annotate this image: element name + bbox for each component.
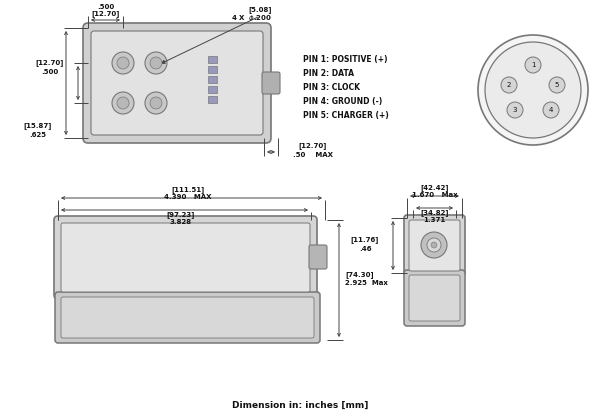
Text: 4: 4 — [549, 107, 553, 113]
FancyBboxPatch shape — [404, 215, 465, 276]
Circle shape — [150, 57, 162, 69]
Text: [42.42]: [42.42] — [420, 185, 449, 191]
FancyBboxPatch shape — [61, 223, 310, 292]
Circle shape — [549, 77, 565, 93]
FancyBboxPatch shape — [409, 275, 460, 321]
Bar — [208, 66, 217, 73]
Text: [34.82]: [34.82] — [420, 209, 449, 216]
Circle shape — [507, 102, 523, 118]
Bar — [208, 76, 217, 83]
Text: Dimension in: inches [mm]: Dimension in: inches [mm] — [232, 400, 368, 409]
FancyBboxPatch shape — [54, 216, 317, 299]
Circle shape — [525, 57, 541, 73]
Circle shape — [117, 97, 129, 109]
Circle shape — [543, 102, 559, 118]
Circle shape — [112, 92, 134, 114]
Text: .500: .500 — [41, 69, 59, 75]
Text: PIN 4: GROUND (-): PIN 4: GROUND (-) — [303, 97, 382, 106]
FancyBboxPatch shape — [404, 270, 465, 326]
Text: .46: .46 — [359, 246, 371, 252]
Text: PIN 2: DATA: PIN 2: DATA — [303, 69, 354, 78]
Text: .625: .625 — [29, 132, 47, 138]
FancyBboxPatch shape — [262, 72, 280, 94]
Text: [5.08]: [5.08] — [248, 7, 272, 13]
Text: [15.87]: [15.87] — [24, 123, 52, 129]
Text: [11.76]: [11.76] — [351, 236, 379, 244]
Text: PIN 5: CHARGER (+): PIN 5: CHARGER (+) — [303, 111, 389, 120]
Circle shape — [145, 92, 167, 114]
Text: PIN 3: CLOCK: PIN 3: CLOCK — [303, 83, 360, 92]
Circle shape — [431, 242, 437, 248]
Text: [12.70]: [12.70] — [36, 60, 64, 66]
Bar — [208, 56, 217, 63]
Text: 3.828: 3.828 — [169, 219, 191, 225]
FancyBboxPatch shape — [55, 292, 320, 343]
Circle shape — [150, 97, 162, 109]
Text: 5: 5 — [555, 82, 559, 88]
Circle shape — [485, 42, 581, 138]
Text: [12.70]: [12.70] — [91, 10, 119, 18]
Bar — [208, 96, 217, 103]
Circle shape — [427, 238, 441, 252]
Text: [12.70]: [12.70] — [299, 143, 327, 149]
Text: 1: 1 — [531, 62, 535, 68]
FancyBboxPatch shape — [91, 31, 263, 135]
Text: PIN 1: POSITIVE (+): PIN 1: POSITIVE (+) — [303, 55, 388, 64]
Text: [97.23]: [97.23] — [166, 211, 194, 219]
Text: [74.30]: [74.30] — [345, 271, 374, 279]
Bar — [208, 86, 217, 93]
Text: 1.371: 1.371 — [424, 217, 446, 223]
FancyBboxPatch shape — [309, 245, 327, 269]
Text: .500: .500 — [97, 4, 114, 10]
Text: 2: 2 — [507, 82, 511, 88]
Text: 2.925  Max: 2.925 Max — [345, 280, 388, 286]
Circle shape — [112, 52, 134, 74]
Circle shape — [145, 52, 167, 74]
Circle shape — [501, 77, 517, 93]
Circle shape — [478, 35, 588, 145]
Text: [111.51]: [111.51] — [171, 186, 204, 193]
Text: 1.670   Max: 1.670 Max — [412, 192, 457, 198]
Text: 4 X  $\phi$.200: 4 X $\phi$.200 — [231, 13, 272, 23]
Text: 3: 3 — [513, 107, 517, 113]
FancyBboxPatch shape — [61, 297, 314, 338]
FancyBboxPatch shape — [409, 220, 460, 271]
FancyBboxPatch shape — [83, 23, 271, 143]
Circle shape — [421, 232, 447, 258]
Text: .50    MAX: .50 MAX — [293, 152, 333, 158]
Circle shape — [117, 57, 129, 69]
Text: 4.390   MAX: 4.390 MAX — [164, 194, 211, 200]
